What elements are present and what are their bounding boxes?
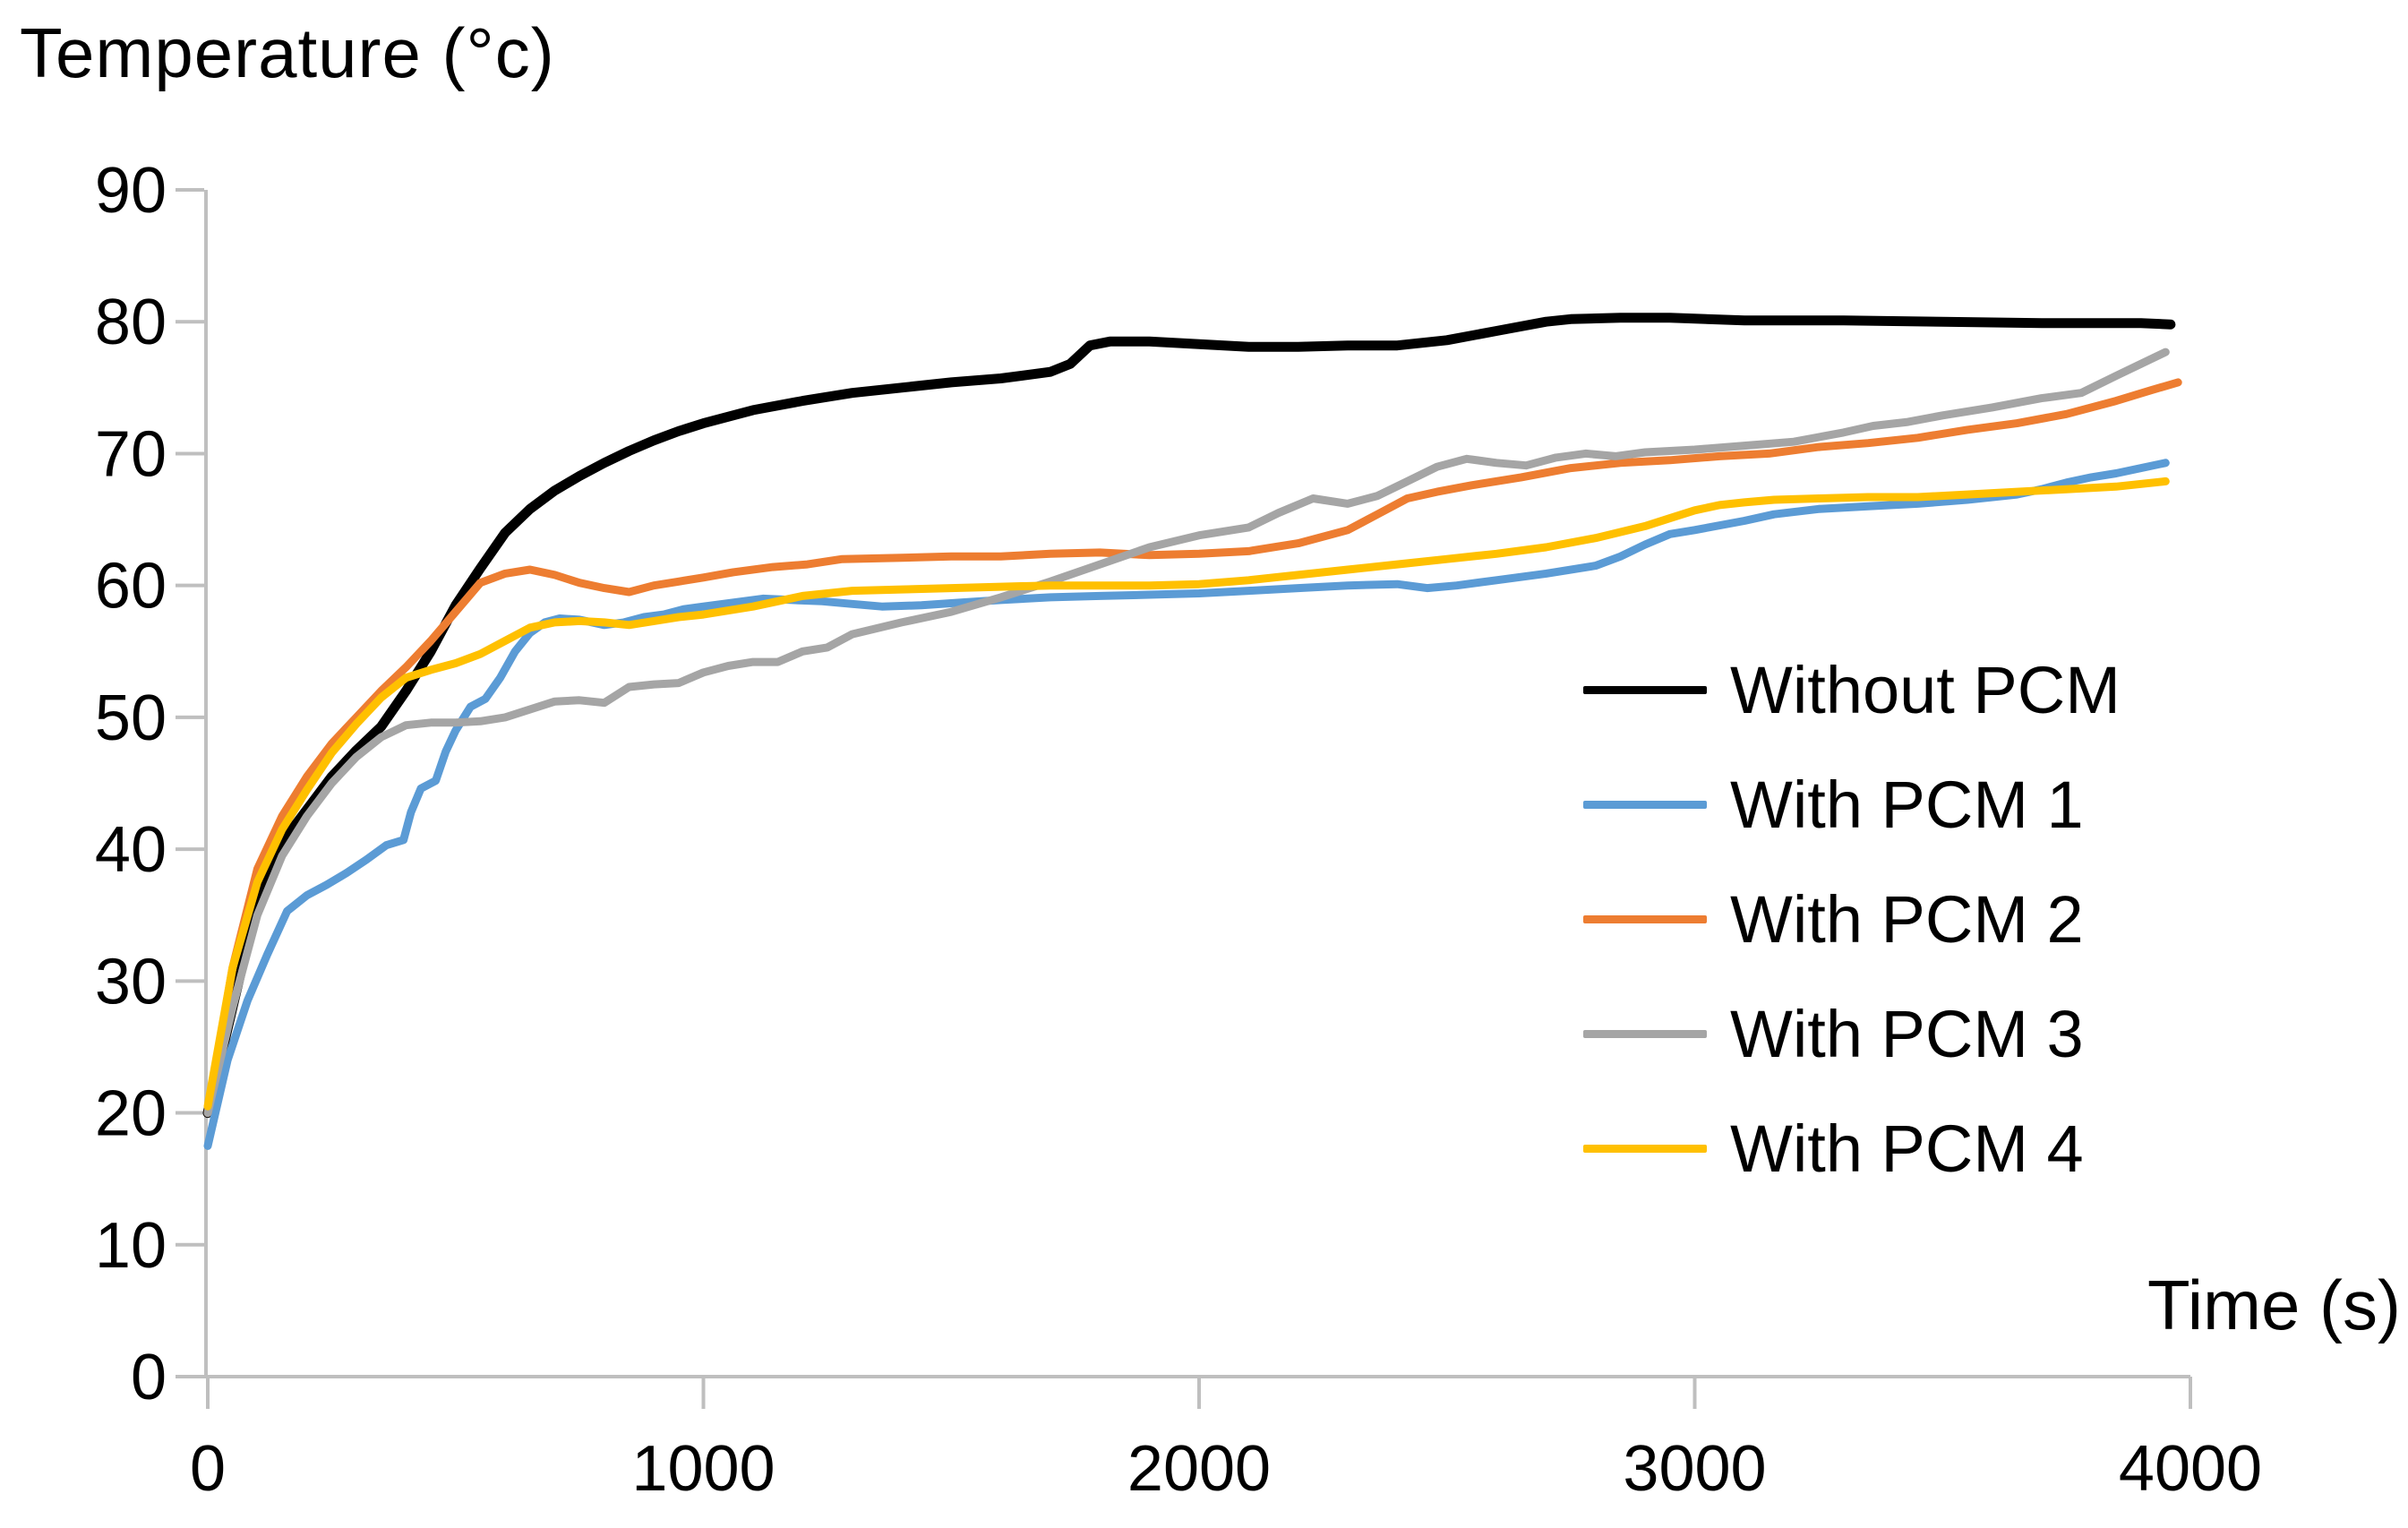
y-tick-label: 80 bbox=[95, 287, 167, 358]
legend-item-without-pcm: Without PCM bbox=[1583, 632, 2121, 747]
legend-line-swatch bbox=[1583, 914, 1707, 923]
series-line-with-pcm-2 bbox=[203, 378, 2182, 1118]
legend-line-swatch bbox=[1583, 800, 1707, 809]
x-tick-label: 2000 bbox=[1127, 1433, 1271, 1505]
x-tick-label: 3000 bbox=[1623, 1433, 1766, 1505]
y-tick-label: 10 bbox=[95, 1210, 167, 1282]
y-tick-label: 50 bbox=[95, 682, 167, 754]
series-line-with-pcm-4 bbox=[203, 476, 2170, 1111]
legend-item-with-pcm-4: With PCM 4 bbox=[1583, 1091, 2121, 1206]
legend-label: With PCM 1 bbox=[1730, 767, 2084, 842]
x-axis-title: Time (s) bbox=[2147, 1266, 2401, 1344]
series-line-with-pcm-1 bbox=[203, 459, 2170, 1150]
legend-label: Without PCM bbox=[1730, 652, 2121, 727]
y-tick-label: 20 bbox=[95, 1078, 167, 1150]
y-tick-label: 70 bbox=[95, 418, 167, 490]
legend-label: With PCM 3 bbox=[1730, 996, 2084, 1071]
legend-label: With PCM 4 bbox=[1730, 1111, 2084, 1186]
legend-label: With PCM 2 bbox=[1730, 881, 2084, 957]
y-tick-label: 90 bbox=[95, 155, 167, 227]
x-tick-label: 4000 bbox=[2119, 1433, 2262, 1505]
legend-line-swatch bbox=[1583, 1029, 1707, 1038]
chart-title: Temperature (°c) bbox=[20, 13, 555, 92]
legend-line-swatch bbox=[1583, 1144, 1707, 1153]
legend-item-with-pcm-2: With PCM 2 bbox=[1583, 862, 2121, 976]
legend-line-swatch bbox=[1583, 685, 1707, 694]
y-tick-label: 40 bbox=[95, 814, 167, 886]
series-line-without-pcm bbox=[202, 313, 2176, 1119]
y-tick-label: 30 bbox=[95, 946, 167, 1017]
legend-item-with-pcm-3: With PCM 3 bbox=[1583, 976, 2121, 1091]
y-tick-label: 0 bbox=[131, 1342, 167, 1413]
y-tick-label: 60 bbox=[95, 551, 167, 622]
legend-item-with-pcm-1: With PCM 1 bbox=[1583, 747, 2121, 862]
x-tick-label: 0 bbox=[190, 1433, 226, 1505]
x-tick-label: 1000 bbox=[631, 1433, 775, 1505]
chart-legend: Without PCM With PCM 1 With PCM 2 With PCM … bbox=[1583, 632, 2121, 1206]
